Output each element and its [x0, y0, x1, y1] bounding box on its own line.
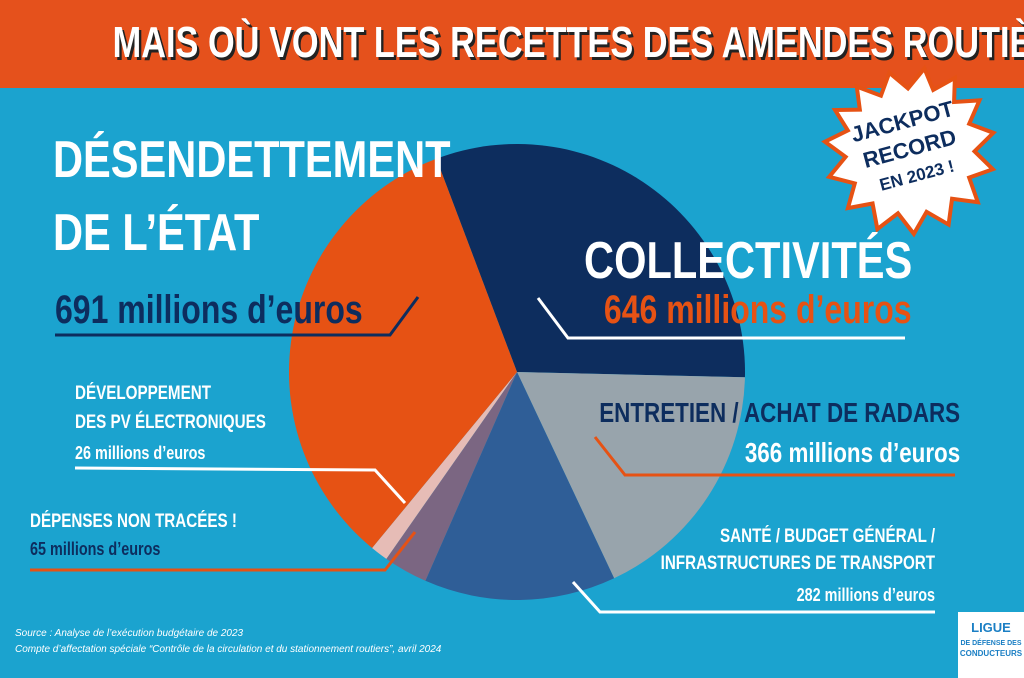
- leader-line: [30, 531, 417, 572]
- chart-title: MAIS OÙ VONT LES RECETTES DES AMENDES RO…: [112, 18, 1024, 67]
- category-label: SANTÉ / BUDGET GÉNÉRAL / INFRASTRUCTURES…: [660, 526, 935, 574]
- badge: JACKPOT RECORD EN 2023 !: [821, 64, 998, 238]
- leader-lines: [30, 296, 955, 614]
- pie-slice: [436, 144, 745, 378]
- category-label: DÉSENDETTEMENT DE L’ÉTAT: [53, 131, 451, 262]
- category-label: ENTRETIEN / ACHAT DE RADARS: [599, 397, 960, 428]
- pie-slice: [425, 372, 615, 600]
- value-label: 646 millions d’euros: [604, 288, 912, 332]
- pie-slice: [386, 372, 517, 581]
- source-note: Source : Analyse de l’exécution budgétai…: [15, 628, 244, 639]
- leader-line: [55, 296, 420, 337]
- logo-text: CONDUCTEURS: [960, 649, 1023, 658]
- category-label: DÉPENSES NON TRACÉES !: [30, 511, 237, 532]
- pie-slice: [288, 158, 517, 548]
- value-label: 366 millions d’euros: [744, 437, 960, 468]
- leader-line: [74, 466, 407, 505]
- logo-text: LIGUE: [971, 620, 1011, 635]
- logo-text: DE DÉFENSE DES: [960, 638, 1021, 647]
- leader-line: [571, 580, 935, 614]
- pie-slice: [372, 372, 517, 559]
- category-label: DÉVELOPPEMENT DES PV ÉLECTRONIQUES: [75, 383, 266, 433]
- logo-box: [958, 612, 1024, 678]
- leader-line: [536, 297, 905, 340]
- badge-burst: [821, 64, 998, 238]
- value-label: 65 millions d’euros: [30, 539, 161, 559]
- header-band: [0, 0, 1024, 88]
- value-label: 282 millions d’euros: [796, 585, 935, 605]
- category-label: COLLECTIVITÉS: [583, 232, 912, 290]
- leader-line: [593, 436, 955, 477]
- value-label: 691 millions d’euros: [55, 288, 363, 332]
- value-label: 26 millions d’euros: [75, 443, 206, 463]
- source-note: Compte d’affectation spéciale “Contrôle …: [15, 644, 442, 655]
